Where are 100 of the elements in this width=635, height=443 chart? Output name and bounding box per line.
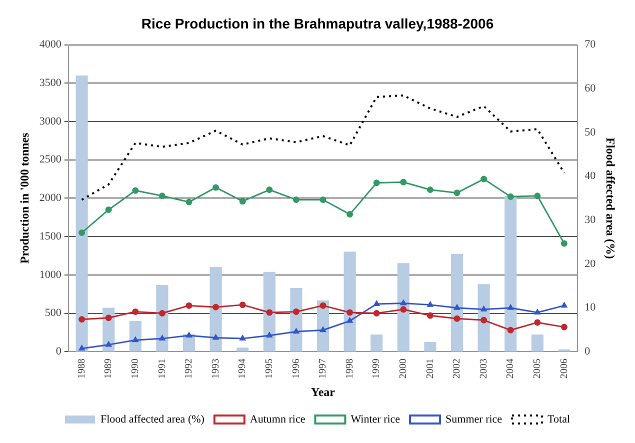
- bar: [76, 75, 88, 352]
- point: [454, 304, 460, 310]
- point: [239, 302, 246, 308]
- point: [292, 196, 300, 203]
- x-tick-label: 1998: [344, 358, 356, 379]
- bar: [478, 284, 490, 352]
- point: [186, 198, 192, 206]
- point: [78, 345, 85, 351]
- x-tick-label: 2004: [505, 358, 516, 379]
- point: [106, 341, 112, 347]
- legend-label: Summer rice: [446, 413, 502, 426]
- bar: [344, 252, 356, 352]
- y-tick-label: 2000: [39, 192, 62, 204]
- y-tick-label: 3500: [39, 77, 62, 90]
- point: [132, 336, 138, 342]
- bar: [263, 272, 276, 352]
- y2-tick-label: 50: [584, 126, 596, 138]
- point: [320, 326, 326, 332]
- y-tick-label: 4000: [39, 38, 62, 51]
- bar: [424, 342, 436, 352]
- point: [266, 332, 272, 338]
- y2-tick-label: 40: [584, 170, 596, 182]
- point: [266, 186, 273, 194]
- point: [293, 328, 300, 334]
- chart-title: Rice Production in the Brahmaputra valley,1988-2006: [141, 15, 494, 32]
- bar: [129, 320, 142, 352]
- legend-label: Flood affected area (%): [100, 413, 205, 426]
- point: [158, 192, 166, 200]
- point: [186, 332, 192, 338]
- point: [454, 315, 460, 322]
- point: [454, 190, 460, 196]
- y2-tick-label: 70: [584, 38, 596, 51]
- y2-tick-label: 60: [584, 82, 596, 95]
- y2-tick-label: 10: [584, 302, 596, 314]
- y2-tick-label: 0: [584, 345, 591, 358]
- x-tick-label: 2000: [398, 358, 410, 379]
- bar: [370, 334, 383, 352]
- x-tick-label: 1996: [290, 358, 302, 379]
- point: [212, 304, 220, 310]
- y-tick-label: 2500: [39, 154, 62, 166]
- bar: [558, 349, 570, 352]
- x-tick-label: 1997: [318, 358, 329, 379]
- legend-label: Autumn rice: [250, 413, 306, 426]
- point: [132, 187, 139, 194]
- point: [373, 180, 380, 186]
- bar: [504, 196, 517, 352]
- x-tick-label: 1995: [264, 358, 276, 379]
- line-series: [80, 94, 566, 201]
- point: [186, 302, 192, 309]
- point: [105, 314, 112, 322]
- x-tick-label: 1989: [103, 358, 114, 379]
- point: [266, 309, 273, 316]
- point: [158, 310, 166, 316]
- x-tick-label: 1991: [156, 358, 168, 379]
- point: [159, 335, 166, 341]
- y-tick-label: 0: [56, 345, 62, 358]
- y2-tick-label: 30: [584, 214, 596, 226]
- bar: [290, 288, 302, 352]
- point: [373, 310, 380, 316]
- legend-label: Total: [548, 413, 570, 426]
- legend-label: Winter rice: [350, 413, 400, 426]
- point: [320, 196, 326, 203]
- y-tick-label: 1000: [39, 268, 62, 281]
- point: [78, 316, 86, 323]
- point: [534, 319, 541, 326]
- x-tick-label: 1993: [210, 358, 222, 379]
- bar: [450, 254, 464, 352]
- bar: [397, 263, 410, 352]
- y2-tick-label: 20: [584, 258, 596, 270]
- bar: [236, 348, 249, 352]
- point: [560, 324, 568, 330]
- x-tick-label: 2003: [478, 358, 490, 379]
- point: [426, 186, 434, 194]
- point: [534, 309, 540, 314]
- x-tick-label: 2006: [558, 358, 570, 379]
- y-tick-label: 500: [44, 307, 62, 320]
- point: [400, 178, 407, 186]
- point: [374, 300, 380, 306]
- y-tick-label: 1500: [39, 230, 62, 242]
- y-axis-title: Production in '000 tonnes: [17, 132, 32, 264]
- point: [480, 316, 488, 324]
- point: [240, 335, 246, 341]
- x-tick-label: 1994: [237, 358, 248, 379]
- point: [346, 211, 354, 218]
- y2-axis-title: Flood affected area (%): [604, 137, 618, 259]
- x-tick-label: 1988: [76, 358, 88, 379]
- point: [346, 309, 354, 316]
- bar: [531, 334, 544, 352]
- x-tick-label: 1992: [184, 358, 195, 379]
- point: [480, 176, 488, 182]
- point: [534, 192, 541, 200]
- point: [561, 302, 568, 308]
- point: [507, 326, 514, 334]
- point: [560, 240, 568, 247]
- x-axis-title: Year: [311, 384, 336, 399]
- point: [507, 193, 514, 200]
- bar: [156, 284, 168, 352]
- point: [78, 229, 86, 236]
- point: [132, 308, 139, 315]
- point: [400, 306, 407, 313]
